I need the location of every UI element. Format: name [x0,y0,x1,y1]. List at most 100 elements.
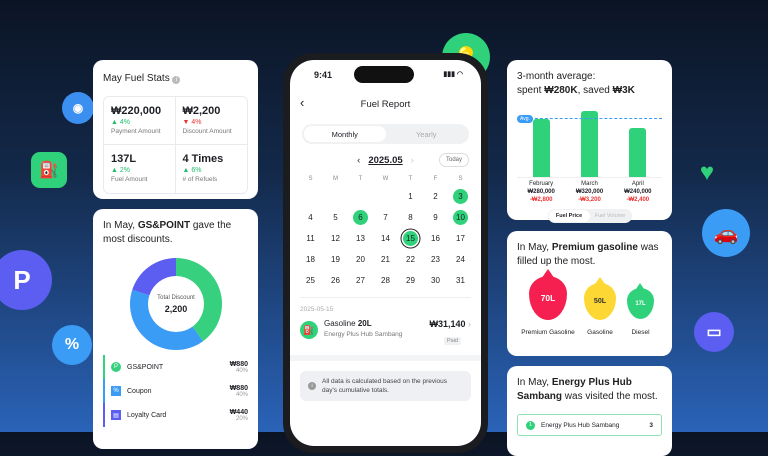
bar-label: March ₩320,000 -₩3,200 [575,181,604,203]
calendar-day[interactable]: 21 [381,255,390,264]
bar-february [532,119,550,177]
car-icon: 🚗 [702,209,750,257]
calendar-day[interactable]: 12 [331,234,340,243]
weekday-label: M [333,176,338,182]
bar-label: April ₩240,000 -₩2,400 [624,181,652,203]
fuel-station-icon: ⛽ [300,321,318,339]
chart-toggle: Fuel Price Fuel Volume [547,209,632,223]
tab-monthly[interactable]: Monthly [304,126,386,142]
station-card: In May, Energy Plus Hub Sambang was visi… [507,366,672,456]
calendar-day[interactable]: 14 [381,234,390,243]
donut-slice-gs-point [176,258,223,342]
coupon-icon: % [52,325,92,365]
entry-station: Energy Plus Hub Sambang [324,331,403,338]
fuel-drop-label: Gasoline [587,329,613,336]
calendar-day[interactable]: 18 [306,255,315,264]
prev-month-button[interactable]: ‹ [357,154,361,166]
next-month-button[interactable]: › [410,154,414,166]
drop-tip [633,283,646,293]
donut-slice-coupon [130,289,204,350]
calendar-day[interactable]: 25 [306,276,315,285]
back-button[interactable]: ‹ [300,95,305,110]
donut-center-value: 2,200 [164,303,188,314]
calendar-day[interactable]: 10 [448,207,473,228]
calendar-day[interactable]: 22 [406,255,415,264]
discount-legend-item: ▤ Loyalty Card ₩440 20% [103,403,248,427]
average-card: 3-month average: spent ₩280K, saved ₩3K A… [507,60,672,223]
stat-cell: 137L ▲ 2% Fuel Amount [104,145,176,193]
discount-title: In May, GS&POINT gave the most discounts… [103,220,232,245]
stat-cell: ₩2,200 ▼ 4% Discount Amount [175,97,247,145]
calendar-day[interactable]: 13 [356,234,365,243]
bar-label: February ₩280,000 -₩2,800 [527,181,555,203]
signal-wifi-icon: ▮▮▮ ◠ [443,71,463,78]
toggle-fuel-price[interactable]: Fuel Price [548,210,590,222]
point-icon: P [0,250,52,310]
fuel-drop-label: Diesel [631,329,650,336]
calendar-grid: S M T W T F S 1 2 3 4 5 6 7 8 9 10 11 12 13 14 15 16 17 18 19 20 21… [290,172,481,291]
calendar-day[interactable]: 16 [431,234,440,243]
calendar-day[interactable]: 1 [408,192,413,201]
calendar-day[interactable]: 29 [406,276,415,285]
calendar-day[interactable]: 7 [383,213,388,222]
calendar-day[interactable]: 9 [433,213,438,222]
calendar-day[interactable]: 15 [398,228,423,249]
weekday-label: T [358,176,363,182]
discount-legend-item: % Coupon ₩880 40% [103,379,248,403]
paid-badge: Paid [443,337,461,345]
calendar-day[interactable]: 6 [348,207,373,228]
toggle-fuel-volume[interactable]: Fuel Volume [594,213,626,219]
fuel-type-card: In May, Premium gasoline was filled up t… [507,231,672,356]
bar-april [629,127,647,177]
calendar-day[interactable]: 4 [308,213,313,222]
calendar-day[interactable]: 24 [456,255,465,264]
stat-cell: ₩220,000 ▲ 4% Payment Amount [104,97,176,145]
calendar-day[interactable]: 11 [306,234,315,243]
calendar-day[interactable]: 3 [448,186,473,207]
weekday-label: S [458,176,463,182]
entry-date: 2025-05-15 [300,306,334,313]
entry-volume: 20L [357,319,372,328]
discount-legend-item: P GS&POINT ₩880 40% [103,355,248,379]
calendar-day[interactable]: 31 [456,276,465,285]
calendar-day[interactable]: 17 [456,234,465,243]
discount-source-icon: % [111,386,121,396]
tab-yearly[interactable]: Yearly [415,129,437,139]
calendar-day[interactable]: 5 [333,213,338,222]
fuel-entry-row[interactable]: ⛽ Gasoline 20L Energy Plus Hub Sambang ₩… [290,319,481,347]
month-label: 2025.05 [368,154,403,166]
average-line [525,118,662,120]
page-title: Fuel Report [360,99,411,110]
station-title: In May, Energy Plus Hub Sambang was visi… [517,377,658,402]
fuel-drop-0: 70L [529,276,567,320]
weekday-label: F [433,176,438,182]
fuel-stats-card: May Fuel Stats i ₩220,000 ▲ 4% Payment A… [93,60,258,199]
fuel-drop-1: 50L [584,283,616,320]
status-time: 9:41 [314,70,333,80]
calendar-day[interactable]: 2 [433,192,438,201]
heart-icon: ♥ [699,159,715,186]
discount-donut-chart [130,258,223,350]
period-tabs: Monthly Yearly [302,124,469,144]
weekday-label: W [382,176,389,182]
stat-cell: 4 Times ▲ 6% # of Refuels [182,153,224,183]
stats-title: May Fuel Stats i [103,72,248,86]
info-icon: i [308,382,316,390]
fuel-drop-2: 17L [627,288,654,320]
coin-icon: ◉ [62,92,94,124]
calendar-day[interactable]: 26 [331,276,340,285]
drop-tip [592,277,608,289]
station-rank-row[interactable]: 1 Energy Plus Hub Sambang 3 [517,414,662,436]
calendar-day[interactable]: 20 [356,255,365,264]
calendar-day[interactable]: 30 [431,276,440,285]
discount-source-icon: P [111,362,121,372]
calendar-day[interactable]: 23 [431,255,440,264]
calendar-day[interactable]: 28 [381,276,390,285]
discount-source-icon: ▤ [111,410,121,420]
calendar-day[interactable]: 8 [408,213,413,222]
calendar-day[interactable]: 19 [331,255,340,264]
fuel-station-icon: ⛽ [31,152,67,188]
discount-card: In May, GS&POINT gave the most discounts… [93,209,258,449]
today-button[interactable]: Today [438,153,469,167]
calendar-day[interactable]: 27 [356,276,365,285]
